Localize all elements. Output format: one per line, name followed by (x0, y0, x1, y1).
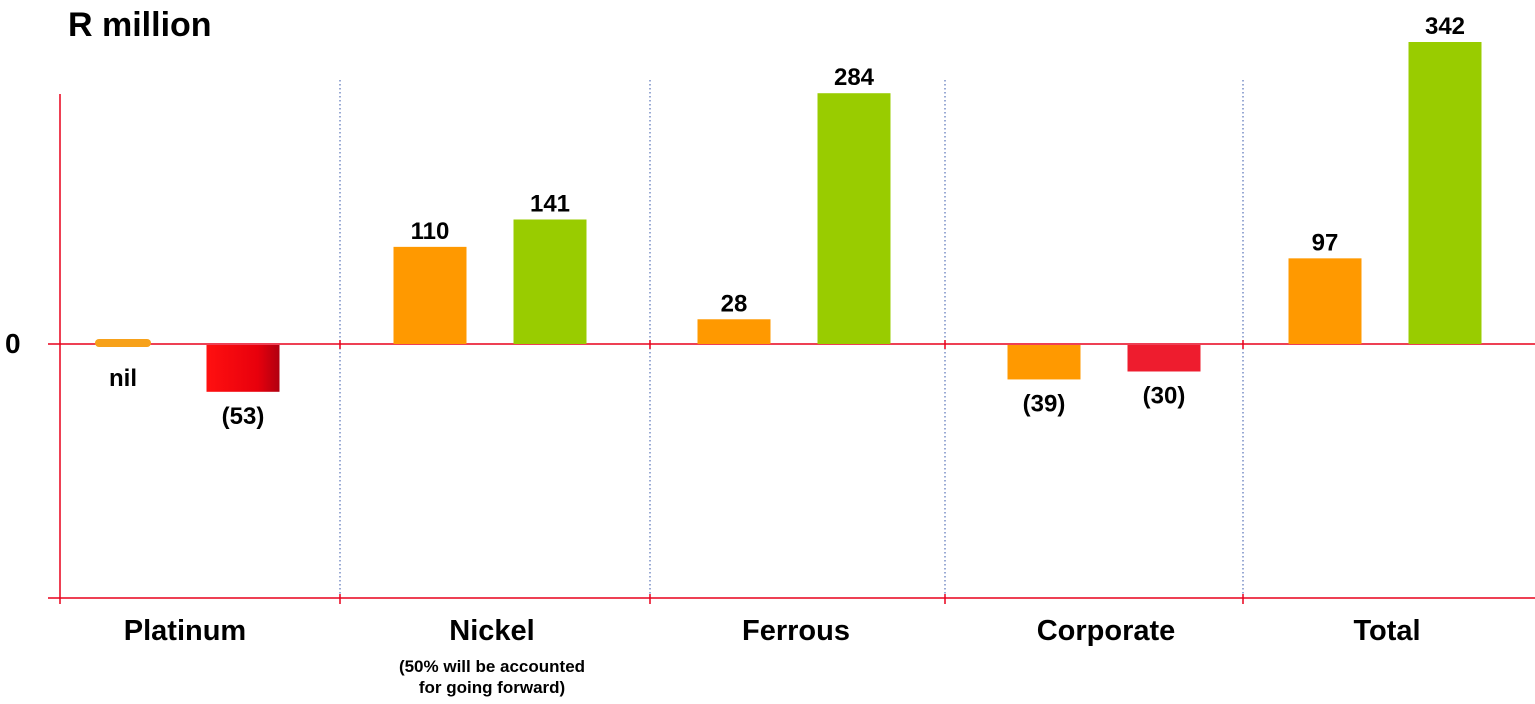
data-label-ferrous-1: 284 (834, 64, 875, 91)
bar-total-1 (1408, 42, 1482, 344)
category-label-platinum: Platinum (123, 615, 247, 647)
bar-platinum-1 (206, 345, 280, 392)
bar-platinum-0 (95, 339, 151, 347)
category-label-nickel: Nickel (449, 615, 535, 647)
data-label-nickel-1: 141 (530, 190, 570, 217)
y-axis-zero-label: 0 (5, 328, 21, 359)
category-separators (339, 80, 1244, 598)
bar-ferrous-0 (697, 319, 771, 344)
bar-corporate-0 (1007, 345, 1081, 380)
data-label-ferrous-0: 28 (721, 290, 748, 317)
chart-title: R million (68, 6, 212, 44)
category-label-corporate: Corporate (1036, 615, 1176, 647)
data-label-platinum-0: nil (109, 365, 137, 392)
bar-nickel-0 (393, 246, 467, 344)
bar-nickel-1 (513, 219, 587, 344)
bar-ferrous-1 (817, 93, 891, 345)
category-note-nickel: (50% will be accounted for going forward… (398, 657, 586, 697)
data-labels: nil (53) 110 141 28 284 (39) (30) 97 342 (109, 13, 1465, 430)
data-label-total-0: 97 (1312, 229, 1339, 256)
axes (48, 94, 1535, 604)
data-label-corporate-1: (30) (1143, 382, 1186, 409)
data-label-corporate-0: (39) (1023, 390, 1066, 417)
bars (95, 42, 1482, 392)
data-label-nickel-0: 110 (411, 218, 450, 245)
data-label-total-1: 342 (1425, 13, 1465, 40)
bar-total-0 (1288, 258, 1362, 344)
bar-corporate-1 (1127, 345, 1201, 372)
category-label-ferrous: Ferrous (742, 615, 850, 647)
category-label-total: Total (1353, 615, 1421, 647)
data-label-platinum-1: (53) (222, 403, 265, 430)
